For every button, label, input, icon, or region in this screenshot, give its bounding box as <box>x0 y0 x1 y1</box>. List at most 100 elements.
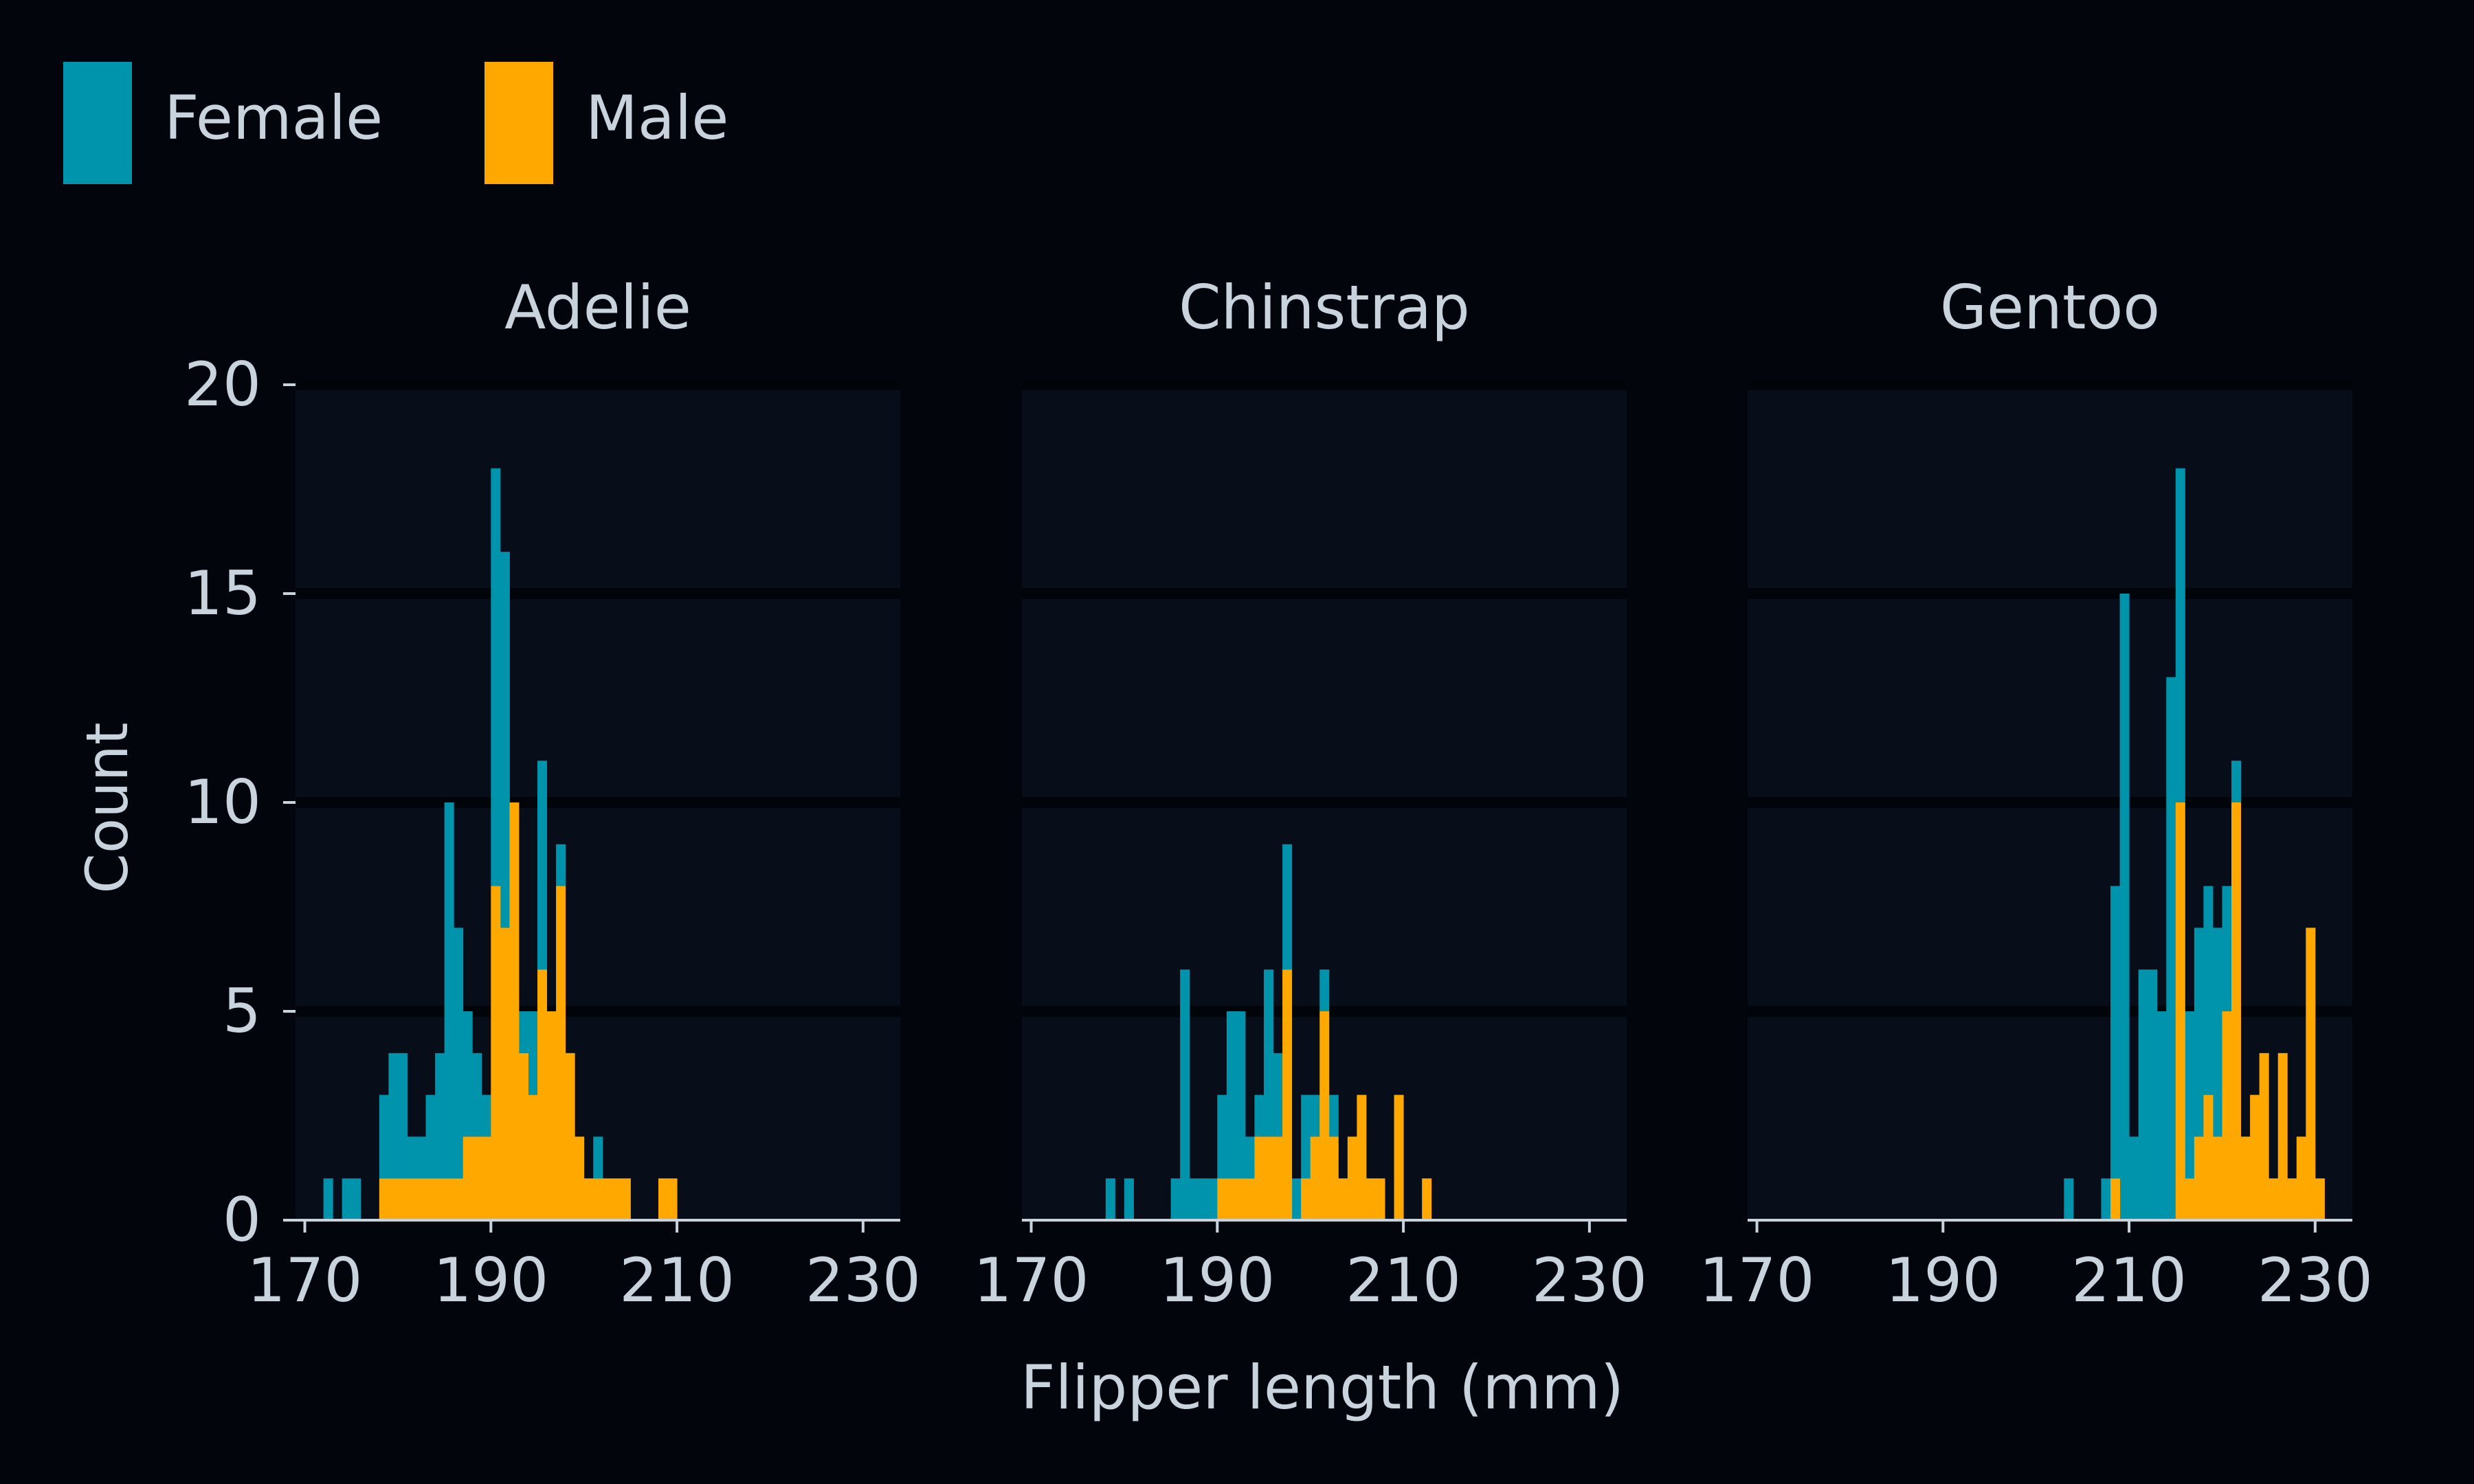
female-bar <box>1282 844 1293 970</box>
x-tick-label: 230 <box>2258 1245 2373 1316</box>
male-bar <box>2287 1178 2297 1220</box>
female-bar <box>342 1178 352 1220</box>
female-bar <box>518 1011 528 1053</box>
female-bar <box>397 1053 408 1179</box>
female-bar <box>528 1011 538 1095</box>
x-tick-label: 230 <box>1532 1245 1647 1316</box>
female-bar <box>1105 1178 1115 1220</box>
female-bar <box>1245 1136 1255 1179</box>
male-bar <box>2194 1136 2204 1220</box>
female-bar <box>1254 1094 1264 1137</box>
male-bar <box>1357 1094 1367 1220</box>
male-bar <box>2185 1178 2195 1220</box>
y-axis-label: Count <box>74 722 141 893</box>
panel-chinstrap: Chinstrap 170 190 210 230 <box>974 272 1647 1316</box>
y-tick-label: 0 <box>223 1184 261 1255</box>
male-bar <box>388 1178 399 1220</box>
female-bar <box>1310 1094 1320 1137</box>
female-bar <box>1273 1053 1283 1137</box>
male-bar <box>1217 1178 1227 1220</box>
female-bar <box>323 1178 333 1220</box>
female-bar <box>2138 969 2148 1220</box>
female-bar <box>1170 1178 1181 1220</box>
male-bar <box>2250 1094 2260 1220</box>
legend-item-male: Male <box>484 62 728 184</box>
x-tick-label: 190 <box>433 1245 548 1316</box>
female-bar <box>2185 1011 2195 1179</box>
female-bar <box>1226 1011 1236 1179</box>
female-legend-label: Female <box>164 82 383 153</box>
x-tick-label: 170 <box>247 1245 363 1316</box>
male-bar <box>472 1136 482 1220</box>
y-tick-label: 10 <box>184 767 261 837</box>
male-bar <box>2175 802 2185 1220</box>
female-bar <box>1124 1178 1134 1220</box>
female-bar <box>2166 677 2176 1220</box>
male-bar <box>546 1011 557 1220</box>
y-tick-label: 5 <box>223 976 261 1046</box>
male-bar <box>612 1178 622 1220</box>
male-bar <box>425 1178 436 1220</box>
male-bar <box>2240 1136 2251 1220</box>
female-bar <box>1199 1178 1209 1220</box>
legend-item-female: Female <box>63 62 383 184</box>
male-bar <box>1347 1136 1357 1220</box>
male-bar <box>1226 1178 1236 1220</box>
female-bar <box>2110 886 2121 1179</box>
male-bar <box>565 1053 575 1220</box>
female-bar <box>463 1011 473 1137</box>
male-bar <box>2110 1178 2121 1220</box>
panel-title: Adelie <box>504 272 691 343</box>
male-bar <box>528 1094 538 1220</box>
panel-gentoo: Gentoo 170 190 210 230 <box>1700 272 2373 1316</box>
female-bar <box>2129 1136 2139 1220</box>
panel-title: Chinstrap <box>1179 272 1470 343</box>
female-bar <box>472 1053 482 1137</box>
panel-title: Gentoo <box>1940 272 2160 343</box>
male-bar <box>1422 1178 1432 1220</box>
female-bar <box>2194 928 2204 1137</box>
male-bar <box>444 1178 454 1220</box>
male-bar <box>416 1178 427 1220</box>
male-bar <box>463 1136 473 1220</box>
female-bar <box>2064 1178 2074 1220</box>
female-bar <box>537 761 548 970</box>
x-tick-label: 170 <box>974 1245 1089 1316</box>
male-bar <box>1282 969 1293 1220</box>
female-bar <box>351 1178 361 1220</box>
female-bar <box>435 1053 445 1179</box>
male-bar <box>1236 1178 1246 1220</box>
male-bar <box>1301 1178 1311 1220</box>
female-bar <box>1236 1011 1246 1179</box>
male-bar <box>2203 1094 2214 1220</box>
female-bar <box>1291 1178 1302 1220</box>
female-bar <box>1207 1178 1218 1220</box>
male-bar <box>491 886 501 1220</box>
female-bar <box>388 1053 399 1179</box>
female-bar <box>2157 1011 2167 1220</box>
male-bar <box>1328 1136 1339 1220</box>
male-bar <box>621 1178 631 1220</box>
female-bar <box>556 844 566 886</box>
x-tick-label: 210 <box>619 1245 735 1316</box>
male-bar <box>593 1178 603 1220</box>
x-tick-label: 190 <box>1885 1245 2001 1316</box>
male-bar <box>1366 1178 1376 1220</box>
male-bar <box>537 969 548 1220</box>
female-bar <box>444 802 454 1179</box>
male-bar <box>658 1178 669 1220</box>
x-tick-label: 210 <box>2071 1245 2187 1316</box>
male-bar <box>1394 1094 1404 1220</box>
female-bar <box>1319 969 1330 1011</box>
female-bar <box>2231 761 2242 802</box>
x-tick-label: 230 <box>805 1245 921 1316</box>
female-bar <box>2203 886 2214 1095</box>
female-bar <box>593 1136 603 1179</box>
male-bar <box>2296 1136 2306 1220</box>
female-bar <box>2148 969 2158 1220</box>
female-bar <box>491 468 501 886</box>
male-bar <box>2306 928 2316 1220</box>
female-bar <box>1217 1094 1227 1179</box>
male-bar <box>1338 1178 1348 1220</box>
